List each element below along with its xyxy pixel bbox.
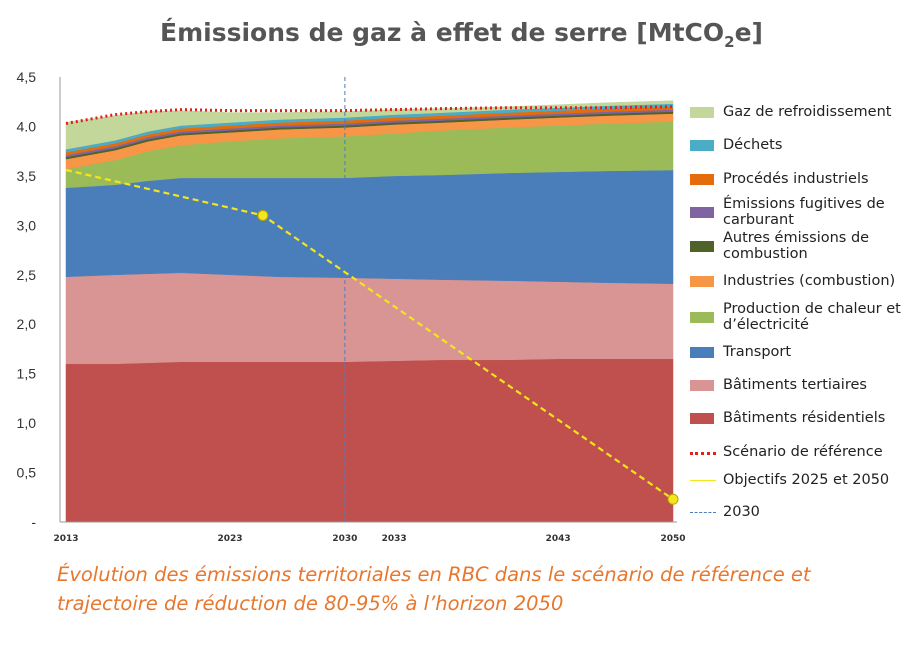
overlay-lines-group <box>65 77 679 522</box>
y-tick-label: 2,0 <box>17 316 37 332</box>
legend-item: Bâtiments résidentiels <box>690 410 920 444</box>
figure-caption: Évolution des émissions territoriales en… <box>57 563 811 615</box>
area-transport <box>65 169 674 284</box>
stacked-area-chart: - 0,5 1,0 1,5 2,0 2,5 3,0 3,5 4.0 4,5 2013 2023 2030… <box>17 69 686 544</box>
chart-legend: Gaz de refroidissement Déchets Procédés in… <box>690 0 920 540</box>
legend-label: Objectifs 2025 et 2050 <box>723 472 890 488</box>
legend-swatch <box>690 452 716 455</box>
area-gaz-de-refroidissement <box>65 100 674 150</box>
legend-item: Déchets <box>690 137 920 171</box>
legend-label: Déchets <box>723 137 783 153</box>
title-subscript: 2 <box>724 33 735 51</box>
tick-labels-group: - 0,5 1,0 1,5 2,0 2,5 3,0 3,5 4.0 4,5 2013 2023 2030… <box>17 69 686 544</box>
legend-swatch <box>690 480 716 481</box>
legend-label: Industries (combustion) <box>723 273 896 289</box>
y-tick-label: - <box>31 514 36 530</box>
x-tick-label: 2030 <box>332 534 357 544</box>
target-point <box>257 209 269 221</box>
y-tick-label: 4,5 <box>17 69 37 85</box>
title-end: e] <box>734 18 763 47</box>
x-tick-label: 2033 <box>382 534 407 544</box>
legend-label: 2030 <box>723 504 760 520</box>
legend-swatch <box>690 347 714 358</box>
chart-title: Émissions de gaz à effet de serre [MtCO2… <box>0 18 923 51</box>
legend-label: Émissions fugitives de carburant <box>723 196 885 228</box>
legend-swatch <box>690 241 714 252</box>
legend-item: Production de chaleur et d’électricité <box>690 301 920 343</box>
legend-swatch <box>690 207 714 218</box>
area-b-timents-r-sidentiels <box>65 358 674 523</box>
target-point <box>667 493 679 505</box>
legend-label: Procédés industriels <box>723 171 869 187</box>
legend-swatch <box>690 174 714 185</box>
legend-item: Gaz de refroidissement <box>690 104 920 138</box>
legend-item: 2030 <box>690 504 920 538</box>
legend-label: Bâtiments résidentiels <box>723 410 886 426</box>
area-b-timents-tertiaires <box>65 272 674 365</box>
legend-item: Bâtiments tertiaires <box>690 377 920 411</box>
legend-label: Transport <box>723 344 792 360</box>
y-tick-label: 1,5 <box>17 366 37 382</box>
legend-item: Autres émissions de combustion <box>690 230 920 272</box>
legend-label: Production de chaleur et d’électricité <box>723 301 901 333</box>
area-series-group <box>65 100 674 523</box>
y-tick-label: 3,5 <box>17 168 37 184</box>
x-tick-label: 2023 <box>218 534 243 544</box>
y-tick-label: 4.0 <box>17 118 37 134</box>
legend-swatch <box>690 413 714 424</box>
legend-item: Objectifs 2025 et 2050 <box>690 472 920 506</box>
y-tick-label: 3,0 <box>17 217 37 233</box>
y-tick-label: 0,5 <box>17 465 37 481</box>
legend-swatch <box>690 276 714 287</box>
y-tick-label: 1,0 <box>17 415 37 431</box>
legend-swatch <box>690 107 714 118</box>
legend-swatch <box>690 312 714 323</box>
legend-label: Gaz de refroidissement <box>723 104 892 120</box>
legend-label: Bâtiments tertiaires <box>723 377 867 393</box>
legend-item: Scénario de référence <box>690 444 920 478</box>
y-tick-label: 2,5 <box>17 267 37 283</box>
legend-item: Émissions fugitives de carburant <box>690 196 920 238</box>
legend-item: Transport <box>690 344 920 378</box>
x-tick-label: 2013 <box>53 534 78 544</box>
title-main: Émissions de gaz à effet de serre [MtCO <box>160 18 725 47</box>
axes-group <box>59 77 677 523</box>
legend-item: Industries (combustion) <box>690 273 920 307</box>
legend-label: Scénario de référence <box>723 444 883 460</box>
legend-swatch <box>690 140 714 151</box>
x-tick-label: 2050 <box>660 534 685 544</box>
legend-item: Procédés industriels <box>690 171 920 205</box>
legend-label: Autres émissions de combustion <box>723 230 870 262</box>
x-tick-label: 2043 <box>546 534 571 544</box>
legend-swatch <box>690 380 714 391</box>
legend-swatch <box>690 512 716 513</box>
